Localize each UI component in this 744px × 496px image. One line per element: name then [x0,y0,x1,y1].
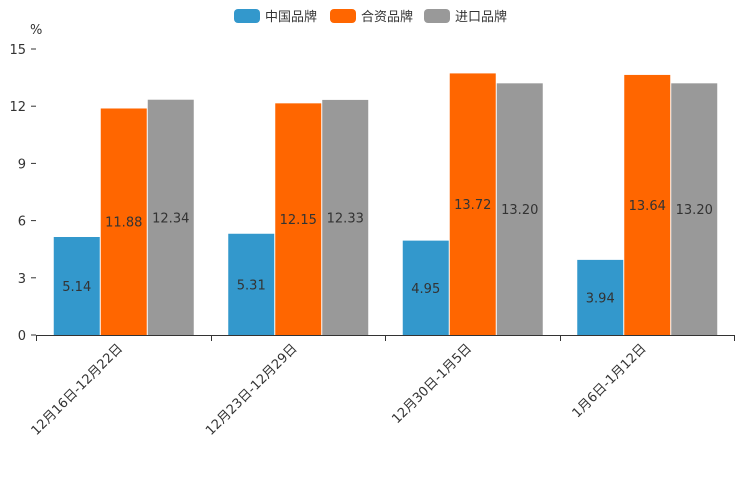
bar-2-1 [100,108,147,335]
x-tick-label-4: 1月6日-1月12日 [570,341,650,421]
bar-value-label-1-3: 4.95 [411,282,440,297]
y-tick-label-5: 15 [9,43,26,58]
bar-value-label-2-3: 13.72 [454,198,491,213]
bar-value-label-3-2: 12.33 [327,211,364,226]
legend-swatch-1 [234,9,260,23]
y-tick-label-2: 6 [18,215,26,230]
bar-3-2 [322,99,369,336]
bar-2-4 [624,74,671,335]
bar-2-2 [275,103,322,335]
legend-label-1: 中国品牌 [265,9,317,25]
bar-1-4 [577,259,624,335]
x-axis: 12月16日-12月22日 12月23日-12月29日 12月30日-1月5日 1月6… [29,335,735,439]
bar-3-1 [147,99,194,335]
x-tick-label-1: 12月16日-12月22日 [29,341,126,438]
bar-1-3 [402,240,449,335]
bar-value-label-1-2: 5.31 [237,278,266,293]
y-axis: 0 3 6 9 12 15 [9,43,36,344]
x-tick-label-3: 12月30日-1月5日 [389,341,475,427]
bar-value-label-2-1: 11.88 [105,216,142,231]
bar-3-3 [496,83,543,335]
legend-swatch-3 [424,9,450,23]
y-tick-label-3: 9 [18,157,26,172]
bar-1-1 [53,236,100,335]
bar-1-2 [228,233,275,335]
y-tick-label-1: 3 [18,272,26,287]
bar-value-label-1-4: 3.94 [586,291,615,306]
legend: 中国品牌 合资品牌 进口品牌 [234,9,507,25]
legend-label-3: 进口品牌 [455,9,507,25]
y-tick-label-4: 12 [9,100,26,115]
bar-value-label-3-4: 13.20 [676,203,713,218]
bar-value-label-3-3: 13.20 [501,203,538,218]
bars: 5.14 11.88 12.34 5.31 12.15 12.33 4.95 13.72 13.… [53,73,718,336]
bar-value-label-3-1: 12.34 [152,211,189,226]
x-tick-label-2: 12月23日-12月29日 [203,341,300,438]
legend-label-2: 合资品牌 [361,9,413,25]
bar-3-4 [671,83,718,335]
bar-2-3 [449,73,496,335]
legend-swatch-2 [330,9,356,23]
bar-value-label-2-4: 13.64 [629,199,666,214]
bar-value-label-1-1: 5.14 [62,280,91,295]
y-axis-label: % [30,23,42,38]
bar-value-label-2-2: 12.15 [280,213,317,228]
y-tick-label-0: 0 [18,329,26,344]
